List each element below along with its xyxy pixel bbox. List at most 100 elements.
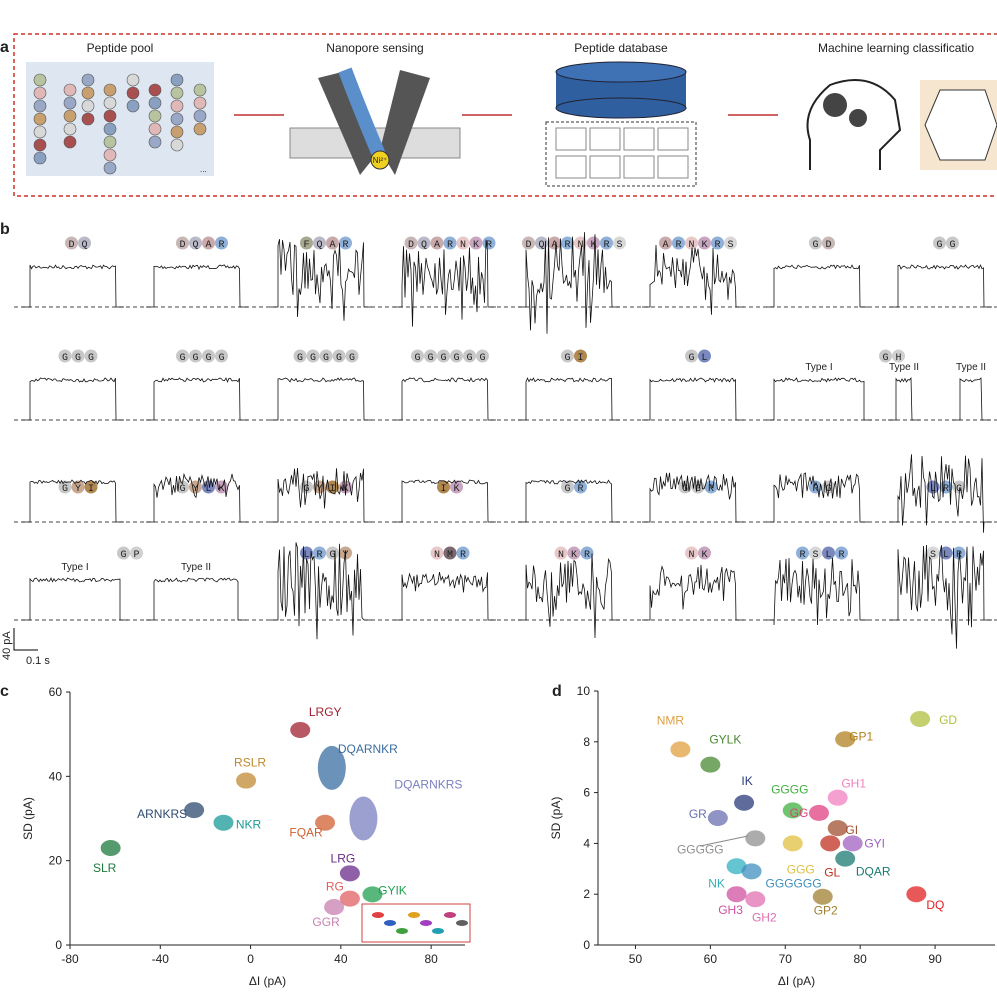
current-trace xyxy=(518,479,620,523)
current-trace xyxy=(270,239,372,321)
current-trace xyxy=(518,553,620,639)
cluster xyxy=(827,789,848,806)
current-trace xyxy=(518,232,620,334)
zoom-cluster xyxy=(444,912,456,918)
cluster-label: DQARNKR xyxy=(338,742,398,756)
cluster xyxy=(734,794,755,811)
residue-bead xyxy=(587,236,600,250)
y-axis-label: SD (pA) xyxy=(21,797,35,840)
bead xyxy=(170,86,184,100)
current-trace xyxy=(394,377,496,421)
bead xyxy=(170,99,184,113)
cluster-label: LRGY xyxy=(309,705,342,719)
db-trace xyxy=(555,155,587,179)
residue-bead xyxy=(176,480,189,494)
bead xyxy=(63,96,77,110)
current-trace xyxy=(394,572,496,621)
bead xyxy=(193,83,207,97)
bead xyxy=(148,83,162,97)
bead xyxy=(33,138,47,152)
residue-bead xyxy=(430,236,444,250)
pointer xyxy=(699,835,749,847)
current-trace xyxy=(146,472,248,523)
db-trace xyxy=(589,127,621,151)
bead xyxy=(126,86,140,100)
cluster xyxy=(808,804,829,821)
residue-bead xyxy=(685,546,698,560)
bead xyxy=(126,73,140,87)
bead xyxy=(81,86,95,100)
step-title: Peptide pool xyxy=(87,41,154,55)
cluster xyxy=(339,890,360,907)
residue-bead xyxy=(437,480,450,494)
panel-label: c xyxy=(0,683,9,700)
residue-bead xyxy=(300,480,313,494)
residue-bead xyxy=(176,349,189,363)
cluster xyxy=(670,741,691,758)
peptide-label: FQAR xyxy=(304,240,356,251)
zoom-cluster xyxy=(420,920,432,926)
y-tick-label: 2 xyxy=(583,887,590,901)
residue-bead xyxy=(522,236,535,250)
bead xyxy=(33,151,47,165)
cluster xyxy=(812,888,833,905)
cluster-label: GG xyxy=(790,806,809,820)
bead xyxy=(193,96,207,110)
x-tick-label: -80 xyxy=(61,952,79,966)
residue-bead xyxy=(345,349,359,363)
current-trace xyxy=(394,239,496,327)
y-tick-label: 0 xyxy=(55,938,62,952)
x-tick-label: 50 xyxy=(629,952,643,966)
residue-bead xyxy=(698,349,711,363)
db-trace xyxy=(657,127,689,151)
cluster xyxy=(339,865,360,882)
step-title: Peptide database xyxy=(574,41,668,55)
residue-bead xyxy=(796,546,809,560)
peptide-label: NK xyxy=(689,550,715,561)
residue-bead xyxy=(319,349,333,363)
residue-bead xyxy=(326,236,339,250)
cluster-label: GGGGGG xyxy=(766,876,822,890)
residue-bead xyxy=(574,349,587,363)
residue-bead xyxy=(313,546,326,560)
bead xyxy=(63,83,77,97)
residue-bead xyxy=(450,349,463,363)
bead xyxy=(33,73,47,87)
residue-bead xyxy=(698,236,711,250)
x-tick-label: 80 xyxy=(424,952,438,966)
x-tick-label: 80 xyxy=(853,952,867,966)
peptide-label: LRGY xyxy=(304,550,356,561)
current-trace xyxy=(766,557,868,626)
cluster xyxy=(910,710,931,727)
bead xyxy=(33,112,47,126)
current-trace xyxy=(890,264,992,308)
residue-bead xyxy=(926,546,940,560)
bead xyxy=(193,109,207,123)
residue-bead xyxy=(933,236,946,250)
ellipsis: ... xyxy=(200,165,207,174)
bead xyxy=(33,125,47,139)
residue-bead xyxy=(437,349,450,363)
residue-bead xyxy=(84,349,98,363)
peptide-label: GL xyxy=(689,353,715,364)
x-tick-label: 60 xyxy=(704,952,718,966)
cluster-label: GI xyxy=(845,823,858,837)
cluster xyxy=(741,863,762,880)
peptide-label: GGGG xyxy=(180,353,232,364)
current-trace xyxy=(642,377,744,421)
y-tick-label: 20 xyxy=(49,854,63,868)
residue-bead xyxy=(58,480,72,494)
x-tick-label: 90 xyxy=(928,952,942,966)
current-trace xyxy=(146,264,248,308)
residue-bead xyxy=(476,349,489,363)
cluster-label: GH2 xyxy=(752,910,777,924)
cluster xyxy=(726,858,747,875)
pipeline-box xyxy=(13,33,997,197)
residue-bead xyxy=(202,349,215,363)
peptide-label: DQAR xyxy=(180,240,232,251)
nanopore: Ni²⁺ xyxy=(289,67,461,175)
zoom-box xyxy=(361,903,471,943)
residue-bead xyxy=(411,349,424,363)
residue-bead xyxy=(822,236,835,250)
